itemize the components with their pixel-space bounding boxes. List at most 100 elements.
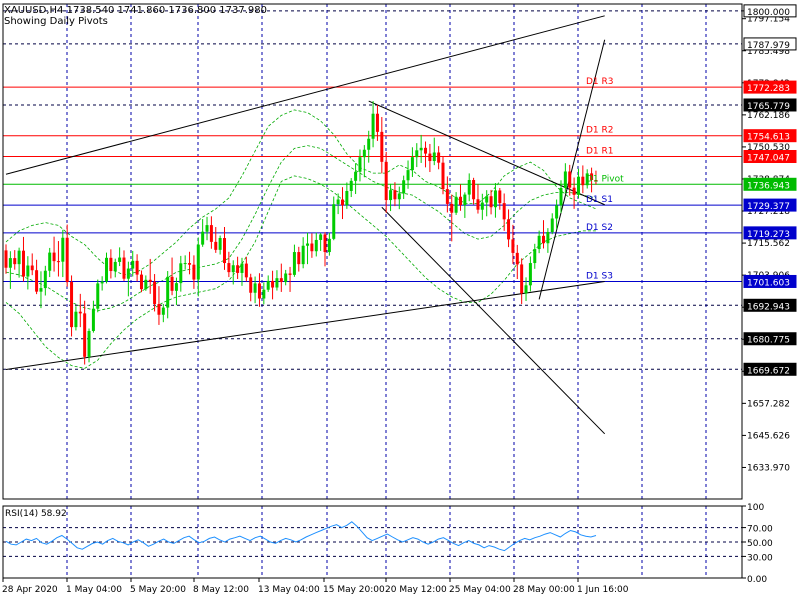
price-tick-label: 1645.626	[747, 431, 790, 441]
candle	[214, 227, 218, 253]
candle-body	[223, 238, 226, 264]
candle	[371, 101, 375, 148]
price-marker: 1669.672	[743, 362, 797, 376]
candle	[576, 168, 580, 199]
candle	[135, 254, 139, 282]
candle	[406, 160, 410, 189]
time-tick-label: 20 May 12:00	[385, 585, 447, 595]
candle-body	[65, 237, 69, 283]
candle-body	[135, 260, 139, 275]
candle	[432, 137, 436, 166]
candle	[454, 192, 458, 215]
candle-body	[314, 239, 318, 252]
candle-body	[148, 279, 152, 282]
candle-body	[306, 243, 310, 246]
candle	[559, 180, 563, 213]
candle-body	[271, 280, 275, 288]
trendline	[5, 15, 605, 175]
candle	[563, 163, 567, 194]
candle-body	[402, 180, 406, 194]
price-tick-label: 1762.186	[747, 111, 790, 121]
candle	[61, 229, 65, 278]
candle	[520, 258, 524, 305]
candle-body	[157, 304, 161, 315]
candle-body	[21, 250, 25, 277]
candle-body	[528, 263, 532, 286]
chart-frame	[2, 3, 743, 579]
time-tick-label: 5 May 20:00	[130, 585, 186, 595]
candle-body	[43, 270, 47, 289]
candle	[279, 263, 283, 292]
candle	[4, 244, 8, 274]
candle-body	[485, 196, 489, 203]
candle	[236, 256, 240, 279]
candle	[253, 276, 257, 304]
candle-body	[493, 190, 497, 208]
price-marker: 1719.273	[743, 226, 797, 240]
candle	[336, 193, 340, 215]
candle	[358, 149, 362, 182]
candle	[537, 230, 541, 254]
candle	[39, 271, 43, 309]
candle-body	[292, 252, 296, 275]
candle	[139, 270, 143, 293]
candle	[126, 261, 130, 297]
candle	[415, 143, 419, 168]
candle	[271, 270, 275, 300]
candle-body	[166, 276, 170, 308]
candle	[568, 164, 572, 196]
price-marker-label: 1692.943	[747, 302, 790, 312]
pivot-labels: D1 R3 D1 R2 D1 R1 D1 Pivot D1 S1 D1 S2 D1 S3	[586, 77, 624, 281]
time-tick-label: 25 May 04:00	[449, 585, 511, 595]
price-marker-box	[743, 177, 797, 191]
candle-body	[336, 199, 340, 205]
rsi-tick-label: 0.00	[747, 575, 767, 585]
candle	[314, 232, 318, 257]
trendline	[381, 206, 606, 435]
candle-body	[139, 274, 143, 290]
candle-body	[192, 264, 196, 280]
candle-body	[319, 234, 323, 240]
candle-body	[240, 263, 244, 273]
candle-body	[340, 199, 344, 206]
grid-layer	[66, 4, 707, 578]
candle	[179, 255, 183, 292]
price-marker-label: 1736.943	[747, 181, 790, 191]
candle-body	[590, 173, 594, 180]
price-marker-label: 1800.000	[747, 8, 790, 18]
trendline	[5, 280, 605, 370]
price-panel-frame	[2, 3, 743, 500]
candle-body	[581, 176, 585, 186]
price-marker-label: 1787.979	[747, 41, 790, 51]
candle-body	[131, 260, 135, 269]
price-marker-box	[743, 4, 797, 18]
candle-body	[301, 245, 305, 265]
candle	[319, 233, 323, 251]
rsi-tick-label: 30.00	[747, 553, 773, 563]
candle	[174, 277, 178, 306]
candle	[533, 243, 537, 269]
candle	[354, 163, 358, 195]
candle-body	[533, 249, 537, 264]
candle-body	[122, 257, 126, 279]
time-axis: 28 Apr 2020 1 May 04:00 5 May 20:00 8 May 1…	[2, 578, 629, 595]
candle-body	[174, 283, 178, 291]
candle	[26, 256, 30, 290]
pivot-label: D1 R3	[586, 77, 614, 87]
rsi-tick-label: 50.00	[747, 539, 773, 549]
candle	[91, 300, 95, 333]
chart-subtitle: Showing Daily Pivots	[4, 16, 108, 27]
candle	[240, 257, 244, 286]
candle	[323, 232, 327, 267]
price-marker-box	[743, 149, 797, 163]
candle-body	[39, 288, 43, 292]
candle-body	[550, 218, 554, 232]
candle	[485, 190, 489, 217]
candle-body	[380, 131, 384, 162]
candle-body	[507, 219, 511, 240]
candle	[83, 300, 87, 365]
price-marker-box	[743, 98, 797, 112]
candle-body	[559, 187, 563, 206]
pivot-label: D1 R1	[586, 146, 614, 156]
